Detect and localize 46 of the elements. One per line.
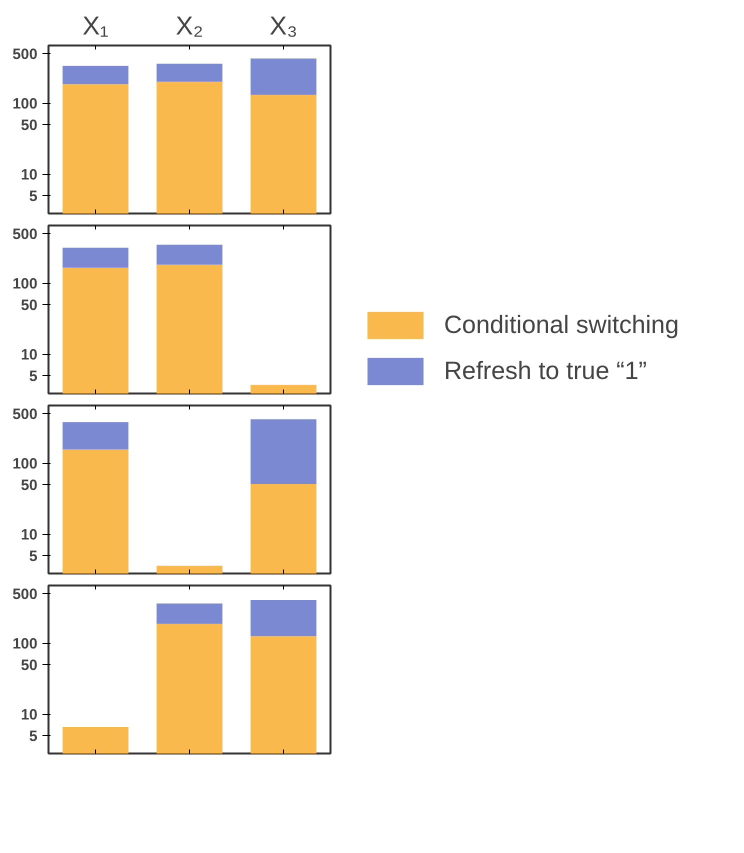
bar	[250, 636, 316, 754]
y-tick-label: 50	[20, 477, 38, 494]
legend-label: Refresh to true “1”	[444, 356, 647, 386]
bar	[62, 268, 128, 394]
bar	[156, 566, 222, 574]
bar	[250, 384, 316, 394]
bar	[250, 419, 316, 484]
bar	[156, 604, 222, 624]
x-tick-label: X₃	[270, 10, 298, 40]
y-tick-label: 500	[12, 406, 38, 424]
y-tick-label: 10	[20, 706, 38, 724]
bar	[250, 600, 316, 636]
bar	[62, 248, 128, 268]
y-tick-label: 500	[12, 46, 38, 64]
y-tick-label: 100	[12, 276, 38, 293]
bar	[156, 82, 222, 214]
legend-label: Conditional switching	[444, 310, 679, 340]
y-tick-label: 5	[29, 728, 38, 746]
bar	[62, 422, 128, 450]
x-tick-label: X₁	[82, 10, 109, 40]
bar	[250, 484, 316, 574]
bar	[62, 84, 128, 214]
bar	[250, 58, 316, 95]
y-tick-label: 5	[29, 368, 38, 386]
bar	[156, 64, 222, 82]
bar	[62, 449, 128, 574]
y-tick-label: 5	[29, 548, 38, 566]
y-tick-label: 500	[12, 226, 38, 244]
y-tick-label: 5	[29, 188, 38, 206]
bar	[62, 66, 128, 84]
y-tick-label: 50	[20, 297, 38, 314]
bar	[156, 264, 222, 394]
x-tick-label: X₂	[176, 10, 204, 40]
y-tick-label: 10	[20, 526, 38, 544]
y-tick-label: 50	[20, 117, 38, 134]
y-tick-label: 100	[12, 96, 38, 113]
y-tick-label: 50	[20, 657, 38, 674]
bar	[250, 94, 316, 214]
y-tick-label: 100	[12, 456, 38, 473]
y-tick-label: 100	[12, 636, 38, 653]
bar	[156, 624, 222, 754]
y-tick-label: 10	[20, 166, 38, 184]
y-tick-label: 10	[20, 346, 38, 364]
bar	[156, 244, 222, 265]
bar	[62, 727, 128, 754]
y-tick-label: 500	[12, 586, 38, 604]
